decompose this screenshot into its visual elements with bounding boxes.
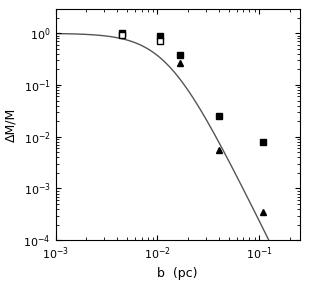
X-axis label: b  (pc): b (pc) (157, 267, 198, 280)
Y-axis label: ΔM/M: ΔM/M (5, 107, 18, 142)
